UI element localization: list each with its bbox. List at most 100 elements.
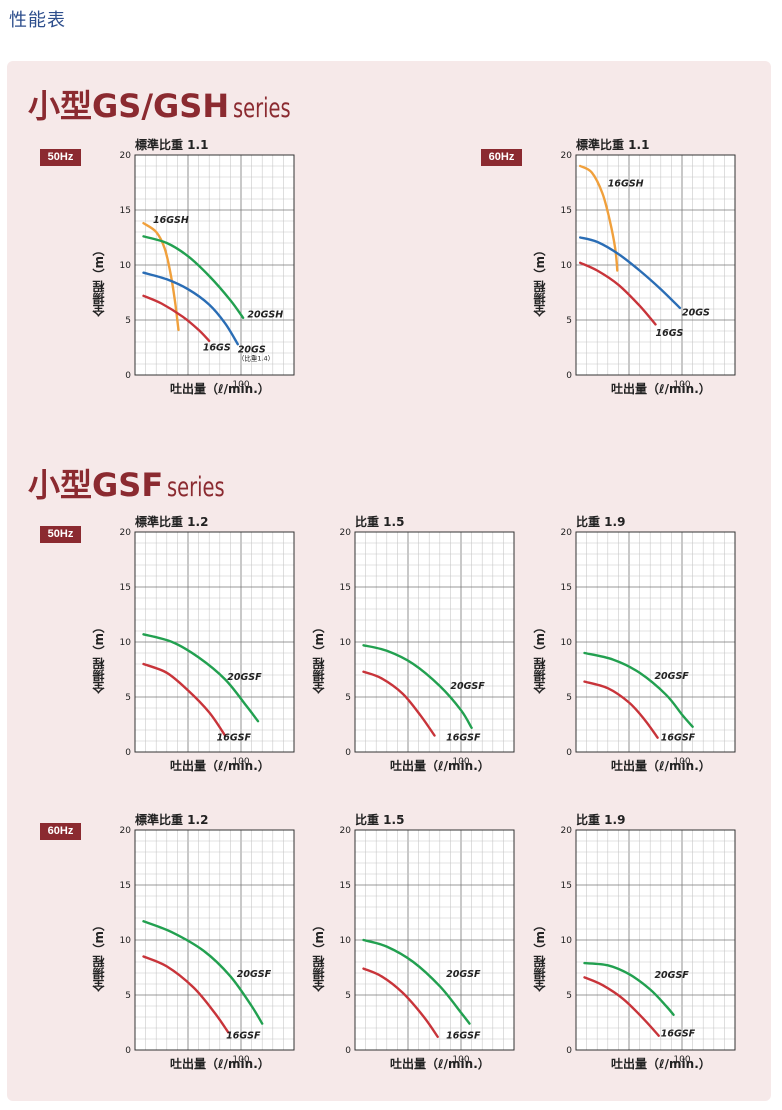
- series-line-20gs: [142, 271, 239, 346]
- series-label-16gs: 16GS: [203, 343, 231, 354]
- plot-frame: [134, 829, 295, 1051]
- y-tick-label: 10: [561, 936, 573, 946]
- series-label-16gsh: 16GSH: [153, 215, 189, 226]
- series-line-20gsh: [142, 235, 245, 319]
- series-label-20gs: 20GS: [682, 307, 710, 318]
- chart-plot: 0 5 10 15 20 100 20GSF 16GSF: [340, 826, 515, 1065]
- series-line-20gsf: [142, 920, 264, 1025]
- series-label-16gsf: 16GSF: [661, 733, 696, 744]
- y-tick-label: 10: [120, 936, 132, 946]
- series-label-20gsf: 20GSF: [237, 969, 272, 980]
- chart-plot: 0 5 10 15 20 100 20GSF 16GSF: [120, 826, 295, 1065]
- y-tick-label: 20: [561, 151, 573, 161]
- chart-gsf-60hz-1-9: 比重 1.9 全揚程（m） 吐出量（ℓ/min.） 0 5 10 15 20 100 20GSF 1…: [533, 811, 779, 1071]
- y-tick-label: 15: [120, 206, 131, 216]
- series-label-16gsf: 16GSF: [446, 733, 481, 744]
- y-tick-label: 15: [340, 881, 351, 891]
- plot-frame: [575, 829, 736, 1051]
- grid: [575, 829, 736, 1051]
- hz-badge-60hz: 60Hz: [481, 149, 522, 166]
- chart-title: 標準比重 1.1: [135, 138, 209, 152]
- y-tick-label: 15: [340, 583, 351, 593]
- series-line-16gsf: [142, 955, 230, 1034]
- chart-title: 標準比重 1.2: [135, 813, 209, 827]
- y-tick-label: 0: [125, 371, 131, 381]
- y-tick-label: 0: [566, 1046, 572, 1056]
- x-axis-label: 吐出量（ℓ/min.）: [170, 1057, 270, 1071]
- plot-frame: [134, 154, 295, 376]
- series-line-16gsf: [142, 662, 227, 737]
- chart-plot: 0 5 10 15 20 100 20GSF 16GSF: [561, 826, 736, 1065]
- section-title-series: series: [233, 93, 291, 124]
- x-axis-label: 吐出量（ℓ/min.）: [390, 759, 490, 773]
- y-tick-label: 15: [120, 881, 131, 891]
- series-line-20gs: [579, 236, 682, 310]
- y-tick-label: 15: [561, 583, 572, 593]
- chart-title: 比重 1.5: [355, 813, 405, 827]
- y-tick-label: 5: [125, 693, 131, 703]
- y-tick-label: 0: [566, 371, 572, 381]
- section-title-series: series: [167, 472, 225, 503]
- y-tick-label: 10: [561, 261, 573, 271]
- series-label-16gs: 16GS: [656, 328, 684, 339]
- plot-frame: [354, 531, 515, 753]
- x-tick-label: 100: [232, 757, 249, 767]
- x-axis-label: 吐出量（ℓ/min.）: [390, 1057, 490, 1071]
- x-tick-label: 100: [673, 757, 690, 767]
- section-title-gs-gsh: 小型GS/GSH series: [28, 90, 313, 122]
- y-tick-label: 5: [345, 693, 351, 703]
- y-tick-label: 10: [561, 638, 573, 648]
- y-tick-label: 5: [566, 316, 572, 326]
- series-line-16gsf: [583, 680, 659, 739]
- plot-frame: [575, 154, 736, 376]
- plot-frame: [354, 829, 515, 1051]
- y-tick-label: 5: [345, 991, 351, 1001]
- y-tick-label: 20: [120, 151, 132, 161]
- x-axis-label: 吐出量（ℓ/min.）: [611, 759, 711, 773]
- series-label-20gsf: 20GSF: [446, 969, 481, 980]
- grid: [134, 829, 295, 1051]
- chart-gs-gsh-60hz: 標準比重 1.1 全揚程（m） 吐出量（ℓ/min.） 0 5 10 15 20 100 16GS…: [533, 136, 779, 396]
- x-tick-label: 100: [673, 1055, 690, 1065]
- y-tick-label: 5: [125, 991, 131, 1001]
- series-line-20gsf: [362, 644, 473, 729]
- y-tick-label: 5: [566, 693, 572, 703]
- series-label-16gsf: 16GSF: [226, 1031, 261, 1042]
- grid: [354, 531, 515, 753]
- section-title-gsf: 小型GSF series: [28, 469, 247, 501]
- y-tick-label: 20: [120, 826, 132, 836]
- series-label-20gsf: 20GSF: [450, 681, 485, 692]
- x-tick-label: 100: [232, 1055, 249, 1065]
- x-tick-label: 100: [452, 1055, 469, 1065]
- page-title: 性能表: [9, 10, 66, 31]
- section-title-main: 小型GS/GSH: [28, 87, 230, 125]
- chart-gs-gsh-50hz: 標準比重 1.1 全揚程（m） 吐出量（ℓ/min.） 0 5 10 15 20 100 16GS…: [92, 136, 338, 396]
- series-line-16gs: [579, 261, 657, 326]
- series-label-20gsf: 20GSF: [654, 671, 689, 682]
- y-tick-label: 0: [125, 1046, 131, 1056]
- series-line-20gsf: [583, 961, 675, 1016]
- y-tick-label: 0: [345, 1046, 351, 1056]
- chart-title: 標準比重 1.1: [576, 138, 650, 152]
- x-tick-label: 100: [673, 380, 690, 390]
- plot-frame: [575, 531, 736, 753]
- grid: [575, 531, 736, 753]
- chart-plot: 0 5 10 15 20 100 16GSH 20GS 16GS: [561, 151, 736, 390]
- series-label-16gsf: 16GSF: [661, 1029, 696, 1040]
- y-tick-label: 5: [566, 991, 572, 1001]
- chart-title: 比重 1.9: [576, 515, 626, 529]
- section-title-main: 小型GSF: [28, 466, 164, 504]
- chart-title: 比重 1.9: [576, 813, 626, 827]
- chart-gsf-50hz-1-2: 標準比重 1.2 全揚程（m） 吐出量（ℓ/min.） 0 5 10 15 20 100 20GS…: [92, 513, 338, 773]
- chart-plot: 0 5 10 15 20 100 20GSF 16GSF: [120, 528, 295, 767]
- chart-gsf-50hz-1-5: 比重 1.5 全揚程（m） 吐出量（ℓ/min.） 0 5 10 15 20 100 20GSF 1…: [312, 513, 558, 773]
- series-line-16gsf: [583, 976, 660, 1037]
- hz-badge-50hz: 50Hz: [40, 149, 81, 166]
- chart-plot: 0 5 10 15 20 100 16GSH 20GSH 20GS 16GS （比重1.4）: [120, 151, 295, 390]
- series-line-16gsh: [142, 222, 180, 332]
- hz-badge-60hz: 60Hz: [40, 823, 81, 840]
- y-tick-label: 15: [561, 881, 572, 891]
- y-tick-label: 10: [120, 261, 132, 271]
- series-line-16gsh: [579, 164, 619, 272]
- y-tick-label: 20: [340, 528, 352, 538]
